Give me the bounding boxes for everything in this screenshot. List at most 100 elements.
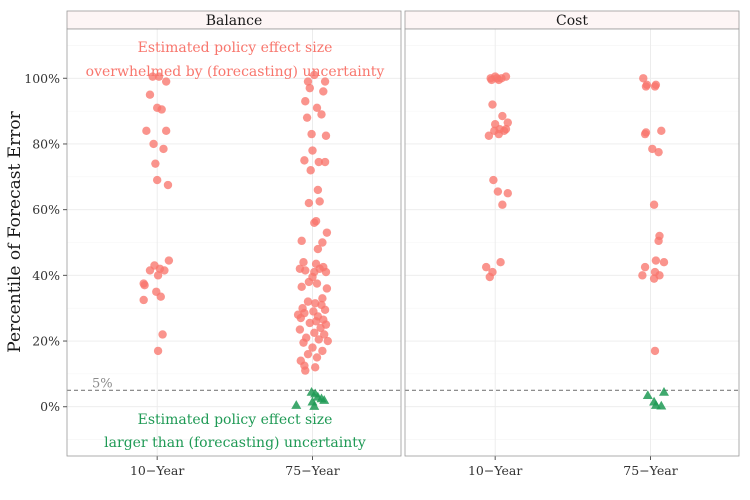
point-overwhelmed — [503, 118, 512, 127]
point-overwhelmed — [293, 310, 303, 319]
point-overwhelmed — [318, 346, 327, 356]
point-overwhelmed — [303, 77, 313, 86]
point-overwhelmed — [654, 236, 663, 246]
point-overwhelmed — [496, 258, 505, 267]
panel-border — [404, 28, 740, 457]
point-overwhelmed — [501, 72, 511, 81]
panel-border — [66, 28, 402, 457]
point-overwhelmed — [319, 330, 329, 339]
point-overwhelmed — [314, 157, 323, 167]
point-overwhelmed — [303, 349, 313, 359]
point-overwhelmed — [314, 335, 323, 344]
point-overwhelmed — [494, 129, 503, 139]
x-tick-label: 75−Year — [623, 463, 677, 478]
panel-balance: Balance 5% 10−Year 75−Year — [66, 10, 402, 478]
point-overwhelmed — [140, 281, 149, 290]
point-overwhelmed — [488, 100, 497, 109]
point-overwhelmed — [157, 105, 166, 114]
point-overwhelmed — [305, 318, 314, 328]
point-overwhelmed — [493, 187, 503, 196]
point-overwhelmed — [152, 175, 162, 185]
point-overwhelmed — [315, 197, 324, 206]
point-overwhelmed — [153, 346, 163, 356]
point-overwhelmed — [321, 320, 331, 329]
point-overwhelmed — [308, 343, 317, 352]
panel-title: Cost — [556, 13, 588, 29]
point-overwhelmed — [503, 189, 512, 198]
point-overwhelmed — [498, 200, 507, 209]
point-overwhelmed — [312, 279, 322, 288]
grid — [67, 29, 401, 456]
points — [481, 72, 669, 410]
point-overwhelmed — [154, 72, 164, 81]
point-overwhelmed — [321, 131, 331, 140]
y-tick-label: 60% — [32, 202, 60, 217]
point-overwhelmed — [318, 294, 327, 303]
point-overwhelmed — [311, 317, 321, 326]
point-overwhelmed — [501, 124, 511, 134]
point-overwhelmed — [164, 256, 174, 265]
point-overwhelmed — [649, 200, 659, 209]
point-overwhelmed — [320, 157, 330, 167]
point-larger — [319, 395, 330, 404]
reference-line-label: 5% — [92, 376, 113, 391]
point-overwhelmed — [319, 87, 328, 96]
x-tick-label: 10−Year — [130, 463, 184, 478]
point-overwhelmed — [307, 129, 316, 139]
x-tick-label: 10−Year — [468, 463, 522, 478]
point-overwhelmed — [151, 159, 160, 168]
point-larger — [306, 386, 317, 396]
point-overwhelmed — [304, 198, 314, 208]
y-axis-label: Percentile of Forecast Error — [5, 110, 25, 352]
point-overwhelmed — [303, 297, 313, 306]
point-overwhelmed — [310, 328, 319, 338]
point-overwhelmed — [485, 272, 494, 282]
point-overwhelmed — [301, 366, 310, 375]
point-larger — [658, 386, 669, 396]
y-tick-label: 20% — [32, 334, 60, 349]
y-tick-label: 40% — [32, 268, 60, 283]
point-overwhelmed — [156, 292, 165, 301]
point-overwhelmed — [297, 282, 306, 292]
point-overwhelmed — [487, 75, 496, 85]
point-overwhelmed — [650, 346, 660, 356]
point-overwhelmed — [149, 139, 158, 149]
point-overwhelmed — [161, 77, 171, 86]
point-overwhelmed — [295, 325, 305, 334]
annotation-layer: Estimated policy effect size overwhelmed… — [86, 40, 385, 451]
point-overwhelmed — [161, 126, 171, 136]
point-overwhelmed — [299, 258, 308, 267]
point-overwhelmed — [145, 266, 155, 275]
panel-cost: Cost 10−Year 75−Year — [404, 10, 740, 478]
point-overwhelmed — [651, 80, 661, 90]
point-overwhelmed — [297, 236, 306, 246]
point-overwhelmed — [160, 266, 169, 275]
point-overwhelmed — [310, 363, 320, 372]
point-overwhelmed — [312, 103, 322, 113]
point-overwhelmed — [304, 277, 314, 287]
point-overwhelmed — [145, 90, 155, 99]
point-overwhelmed — [313, 185, 323, 195]
point-overwhelmed — [158, 330, 167, 339]
point-overwhelmed — [301, 97, 310, 106]
point-overwhelmed — [638, 271, 647, 280]
y-tick-label: 80% — [32, 136, 60, 151]
point-overwhelmed — [310, 218, 319, 227]
axis-layer: Percentile of Forecast Error 0% 20% 40% 60%… — [5, 71, 67, 414]
point-overwhelmed — [649, 274, 659, 283]
point-overwhelmed — [310, 299, 320, 308]
y-tick-label: 0% — [40, 399, 60, 414]
point-overwhelmed — [142, 126, 151, 136]
point-overwhelmed — [317, 110, 326, 119]
point-overwhelmed — [321, 267, 331, 277]
y-tick-label: 100% — [24, 71, 60, 86]
point-overwhelmed — [498, 111, 507, 121]
point-overwhelmed — [305, 83, 314, 93]
point-overwhelmed — [641, 82, 651, 91]
points — [139, 70, 332, 410]
point-overwhelmed — [494, 75, 503, 85]
grid — [405, 29, 739, 456]
point-overwhelmed — [322, 228, 332, 237]
point-larger — [307, 396, 318, 406]
